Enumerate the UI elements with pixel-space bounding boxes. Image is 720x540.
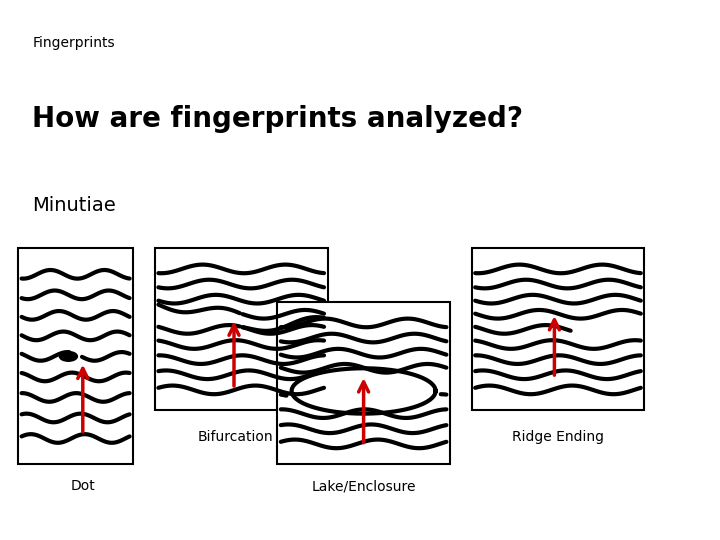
Text: Dot: Dot	[71, 479, 95, 493]
Text: Lake/Enclosure: Lake/Enclosure	[311, 479, 416, 493]
Text: Minutiae: Minutiae	[32, 195, 116, 215]
Text: How are fingerprints analyzed?: How are fingerprints analyzed?	[32, 105, 523, 133]
Bar	[18, 248, 133, 464]
Text: Fingerprints: Fingerprints	[32, 36, 115, 50]
Ellipse shape	[60, 352, 78, 361]
Text: Ridge Ending: Ridge Ending	[512, 430, 604, 444]
Bar	[155, 248, 328, 410]
Bar	[277, 302, 450, 464]
Bar	[472, 248, 644, 410]
Text: Bifurcation: Bifurcation	[197, 430, 274, 444]
